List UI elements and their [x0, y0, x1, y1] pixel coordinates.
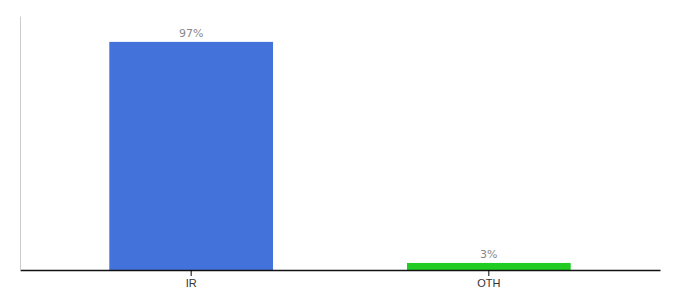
x-tick: OTH	[477, 270, 500, 289]
x-axis-line	[21, 270, 661, 272]
x-tick-label: IR	[186, 277, 197, 289]
chart-svg: 97% 3% IR OTH	[0, 0, 680, 300]
y-axis-line	[20, 17, 21, 271]
plot-area: 97% 3% IR OTH	[21, 17, 661, 289]
x-axis: IR OTH	[21, 270, 661, 289]
x-tick-mark	[191, 270, 192, 276]
bar	[407, 263, 571, 270]
x-tick-mark	[488, 270, 489, 276]
x-tick: IR	[186, 270, 197, 289]
bars	[109, 42, 570, 270]
data-label: 3%	[480, 248, 497, 261]
data-labels: 97% 3%	[179, 27, 498, 261]
data-label: 97%	[179, 27, 203, 40]
bar	[109, 42, 273, 270]
x-tick-label: OTH	[477, 277, 500, 289]
chart-container: 97% 3% IR OTH	[0, 0, 680, 300]
y-axis	[20, 17, 21, 271]
